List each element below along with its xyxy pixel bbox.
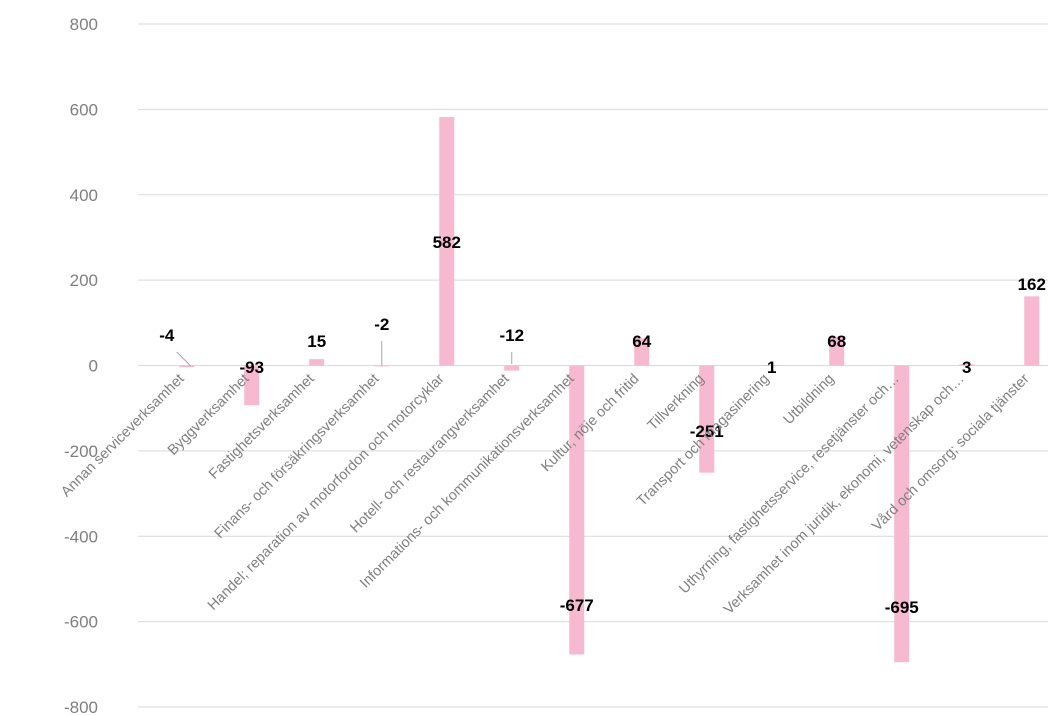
data-label: -2: [374, 315, 389, 334]
bar: [699, 365, 715, 473]
data-label: -677: [560, 596, 594, 615]
y-tick-label: 800: [70, 15, 98, 34]
bar: [244, 365, 260, 406]
y-tick-label: 200: [70, 271, 98, 290]
bar: [504, 365, 520, 371]
data-label: 3: [962, 358, 971, 377]
data-label: -12: [499, 326, 524, 345]
y-tick-label: 600: [70, 100, 98, 119]
data-label: -93: [239, 358, 264, 377]
x-category-label: Verksamhet inom juridik, ekonomi, vetens…: [721, 371, 968, 618]
data-label: 68: [827, 332, 846, 351]
bars: [179, 117, 1040, 663]
data-label: 64: [632, 332, 651, 351]
data-label: 15: [307, 332, 326, 351]
bar: [309, 359, 325, 366]
y-tick-label: -800: [64, 698, 98, 715]
y-tick-label: -200: [64, 442, 98, 461]
bar: [829, 336, 845, 366]
y-tick-label: -400: [64, 527, 98, 546]
data-label-leader-line: [176, 351, 192, 367]
gridlines: [138, 23, 1048, 708]
bar: [569, 365, 585, 655]
y-tick-label: -600: [64, 613, 98, 632]
data-label: 1: [767, 358, 776, 377]
x-category-label: Utbildning: [781, 371, 838, 428]
data-labels: -4 -93 15 -2 582 -12 -677 64 -251 1 68 -695 3 162: [159, 233, 1046, 617]
x-category-label: Annan serviceverksamhet: [58, 371, 187, 500]
bar: [439, 117, 455, 366]
bar: [1024, 296, 1040, 366]
bar: [634, 338, 650, 366]
data-label: 162: [1018, 275, 1046, 294]
bar: [959, 364, 975, 366]
bar: [179, 365, 195, 368]
bar: [894, 365, 910, 663]
data-label: -695: [885, 598, 919, 617]
y-axis-ticks: 800 600 400 200 0 -200 -400 -600 -800: [64, 15, 98, 715]
data-label: 582: [433, 233, 461, 252]
data-label: -4: [159, 326, 175, 345]
y-tick-label: 400: [70, 186, 98, 205]
x-axis-category-labels: Annan serviceverksamhetByggverksamhetFas…: [58, 371, 1032, 618]
bar: [764, 365, 780, 366]
data-label: -251: [690, 422, 724, 441]
x-category-label: Handel; reparation av motorfordon och mo…: [205, 371, 448, 614]
leader-lines: [176, 341, 513, 367]
x-category-label: Fastighetsverksamhet: [206, 371, 318, 483]
y-tick-label: 0: [89, 357, 98, 376]
